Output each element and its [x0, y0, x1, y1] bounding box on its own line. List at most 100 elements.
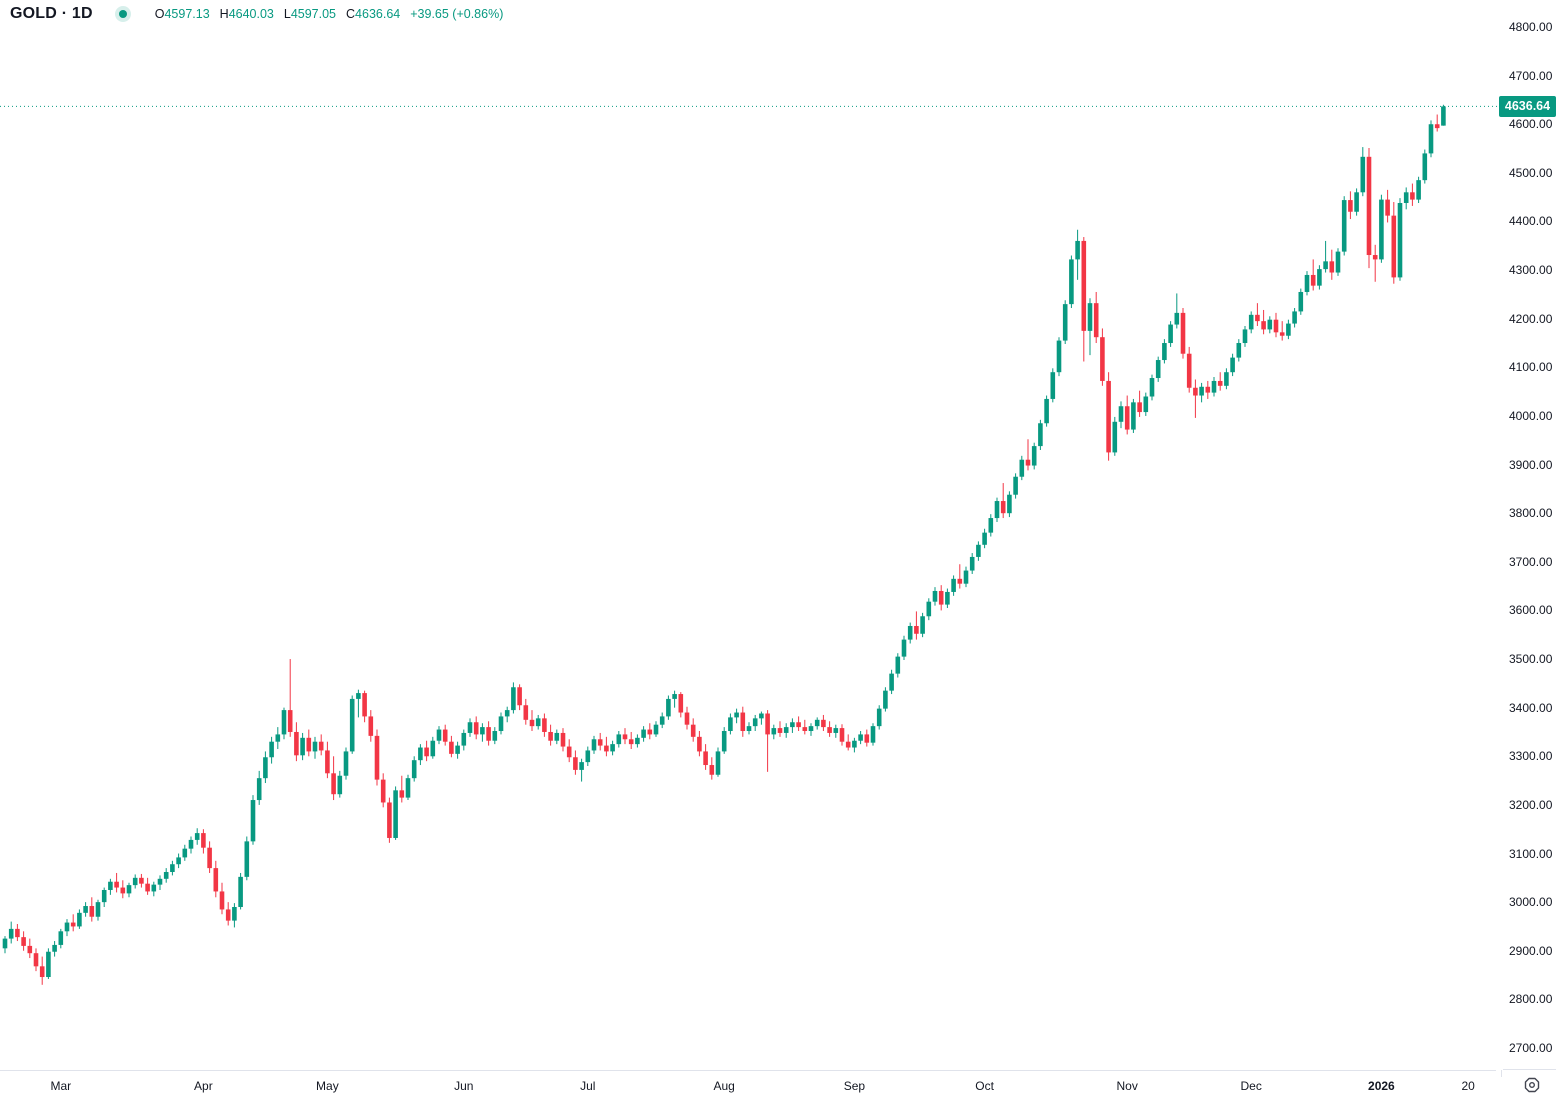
candle [1292, 308, 1297, 328]
candle [436, 726, 442, 745]
candle [523, 698, 529, 725]
open-value: O4597.13 [154, 7, 210, 21]
symbol-title[interactable]: GOLD · 1D [10, 5, 93, 23]
time-axis-label: Nov [1116, 1079, 1138, 1093]
candle [951, 575, 956, 596]
candle [858, 731, 863, 745]
candle [120, 880, 126, 899]
candle [1230, 353, 1235, 377]
candle [932, 587, 938, 606]
candle [1267, 316, 1273, 334]
time-axis[interactable]: Mar Apr May Jun Jul Aug Sep Oct Nov Dec 2026 20 [0, 1071, 1556, 1102]
close-value: C4636.64 [346, 7, 401, 21]
candle [325, 741, 330, 779]
candle [238, 872, 243, 910]
candle [1211, 377, 1217, 397]
candle [1428, 120, 1434, 158]
chart-legend: GOLD · 1D O4597.13 H4640.03 L4597.05 C46… [10, 5, 503, 23]
candle [622, 728, 628, 745]
candle [300, 732, 305, 761]
candle [467, 718, 473, 737]
candle [455, 741, 460, 759]
candle [287, 659, 293, 737]
candle [33, 948, 39, 972]
candle [1397, 198, 1403, 281]
candle [114, 872, 119, 893]
candle [870, 723, 876, 746]
candle [517, 684, 522, 711]
price-axis-label: 3800.00 [1509, 506, 1553, 521]
last-price-label: 4636.64 [1499, 95, 1556, 117]
candle [845, 734, 851, 751]
candle [1199, 382, 1204, 403]
price-axis-label: 4000.00 [1509, 408, 1553, 423]
time-axis-label: Aug [713, 1079, 735, 1093]
candle [1007, 491, 1012, 518]
candle [666, 695, 671, 720]
candle [281, 707, 287, 740]
candle [1317, 265, 1322, 290]
candle [64, 919, 70, 937]
candle [833, 724, 839, 738]
time-axis-label: May [316, 1079, 339, 1093]
candle [529, 710, 535, 732]
candle [1255, 303, 1260, 327]
candle [132, 874, 138, 889]
candle [1298, 288, 1304, 315]
candle [1310, 259, 1316, 291]
candle [1149, 374, 1155, 401]
time-axis-separator [0, 1070, 1496, 1071]
axis-settings-icon[interactable] [1523, 1076, 1541, 1094]
candle [163, 868, 169, 883]
candle [907, 622, 913, 644]
candle [969, 553, 975, 574]
candle [821, 714, 826, 732]
candle [77, 909, 82, 929]
candle [101, 887, 107, 908]
price-axis-label: 2900.00 [1509, 943, 1553, 958]
candle [690, 718, 696, 742]
candle [1354, 188, 1359, 216]
candle [201, 829, 206, 854]
candle [938, 585, 944, 611]
price-axis-label: 4300.00 [1509, 263, 1553, 278]
candle [914, 611, 919, 640]
candle [151, 881, 157, 897]
candle [1422, 149, 1428, 184]
candle [387, 797, 392, 843]
candle [269, 736, 274, 764]
candle [356, 689, 361, 718]
candle [920, 612, 925, 638]
candle [1304, 271, 1310, 296]
time-axis-label: Jun [454, 1079, 474, 1093]
time-axis-label: Mar [50, 1079, 72, 1093]
candle [976, 541, 981, 561]
price-axis-label: 3300.00 [1509, 749, 1553, 764]
price-axis-label: 3900.00 [1509, 457, 1553, 472]
market-status-icon[interactable] [114, 6, 131, 22]
candle [108, 878, 113, 895]
candle [27, 938, 33, 959]
candle [430, 736, 436, 759]
candle [318, 734, 324, 756]
candle [1044, 395, 1049, 427]
candle [678, 692, 684, 718]
candle [653, 721, 659, 737]
price-axis[interactable]: 4800.00 4700.00 4600.00 4500.00 4400.00 4300.… [1496, 0, 1556, 1070]
candle [1025, 439, 1031, 471]
candle [399, 775, 405, 803]
price-axis-label: 3400.00 [1509, 700, 1553, 715]
candle [1155, 356, 1161, 382]
time-axis-label: Dec [1240, 1079, 1262, 1093]
candle [1168, 321, 1173, 347]
candle [827, 721, 832, 737]
ohlc-readout: O4597.13 H4640.03 L4597.05 C4636.64 +39.… [155, 7, 504, 21]
candle [194, 828, 200, 845]
candle [1441, 104, 1446, 126]
candle [672, 690, 677, 708]
candle [647, 723, 653, 740]
symbol-name: GOLD [10, 5, 58, 22]
candle [461, 729, 467, 751]
candle [1224, 368, 1229, 390]
